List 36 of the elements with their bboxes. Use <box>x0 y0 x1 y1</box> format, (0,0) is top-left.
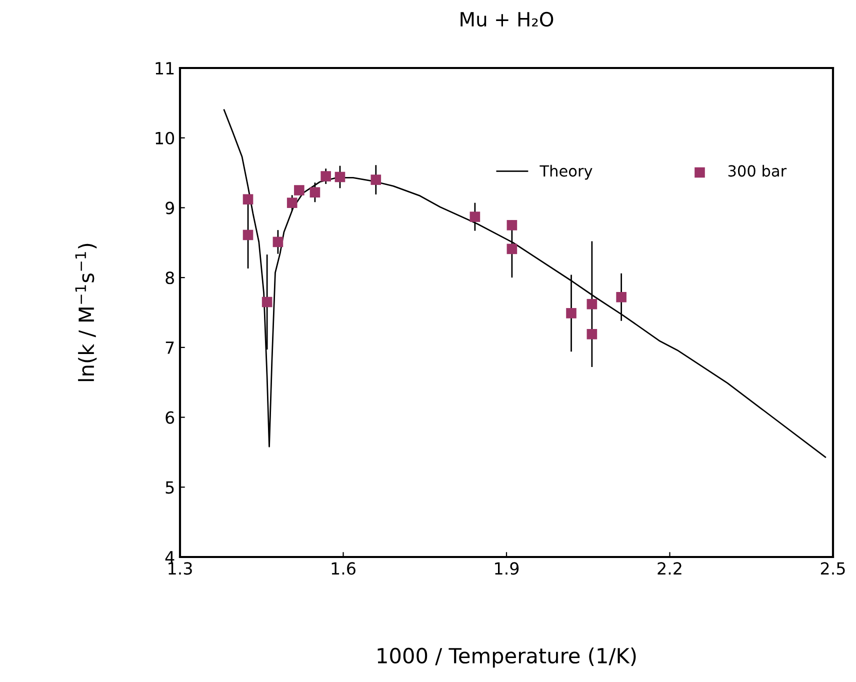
y-tick-label: 9 <box>166 202 174 214</box>
point <box>242 230 254 240</box>
x-tick-label: 1.6 <box>332 562 356 575</box>
point <box>616 292 626 302</box>
point <box>262 296 272 308</box>
point <box>272 236 284 248</box>
x-tick-label: 2.2 <box>658 562 682 575</box>
y-tick-label: 10 <box>156 132 174 144</box>
y-tick-label: 7 <box>166 342 174 354</box>
point <box>506 244 518 254</box>
chart-title: Mu + H₂O <box>460 12 554 27</box>
y-tick-label: 6 <box>166 411 174 424</box>
line-series <box>223 109 826 458</box>
x-tick-label: 2.5 <box>820 562 845 575</box>
point <box>566 308 576 318</box>
point <box>310 187 320 198</box>
point <box>470 212 480 222</box>
y-tick-label: 8 <box>166 272 174 284</box>
point <box>320 171 331 182</box>
x-axis-title: 1000 / Temperature (1/K) <box>378 647 636 668</box>
x-tick-label: 1.3 <box>168 562 192 575</box>
legend-label: Theory <box>540 164 592 180</box>
point <box>334 172 346 182</box>
point <box>242 194 254 204</box>
point <box>286 198 298 208</box>
y-tick-label: 4 <box>165 551 174 564</box>
point <box>506 220 518 230</box>
x-tick-label: 1.9 <box>495 562 519 575</box>
point <box>294 185 304 196</box>
point <box>370 174 382 185</box>
y-axis-title: ln(k / M$^{−1}$s$^{−1}$) <box>75 244 97 382</box>
point <box>586 298 598 310</box>
point <box>586 329 598 340</box>
legend-label: 300 bar <box>728 164 787 177</box>
y-tick-label: 11 <box>156 62 174 74</box>
y-tick-label: 5 <box>166 481 174 494</box>
